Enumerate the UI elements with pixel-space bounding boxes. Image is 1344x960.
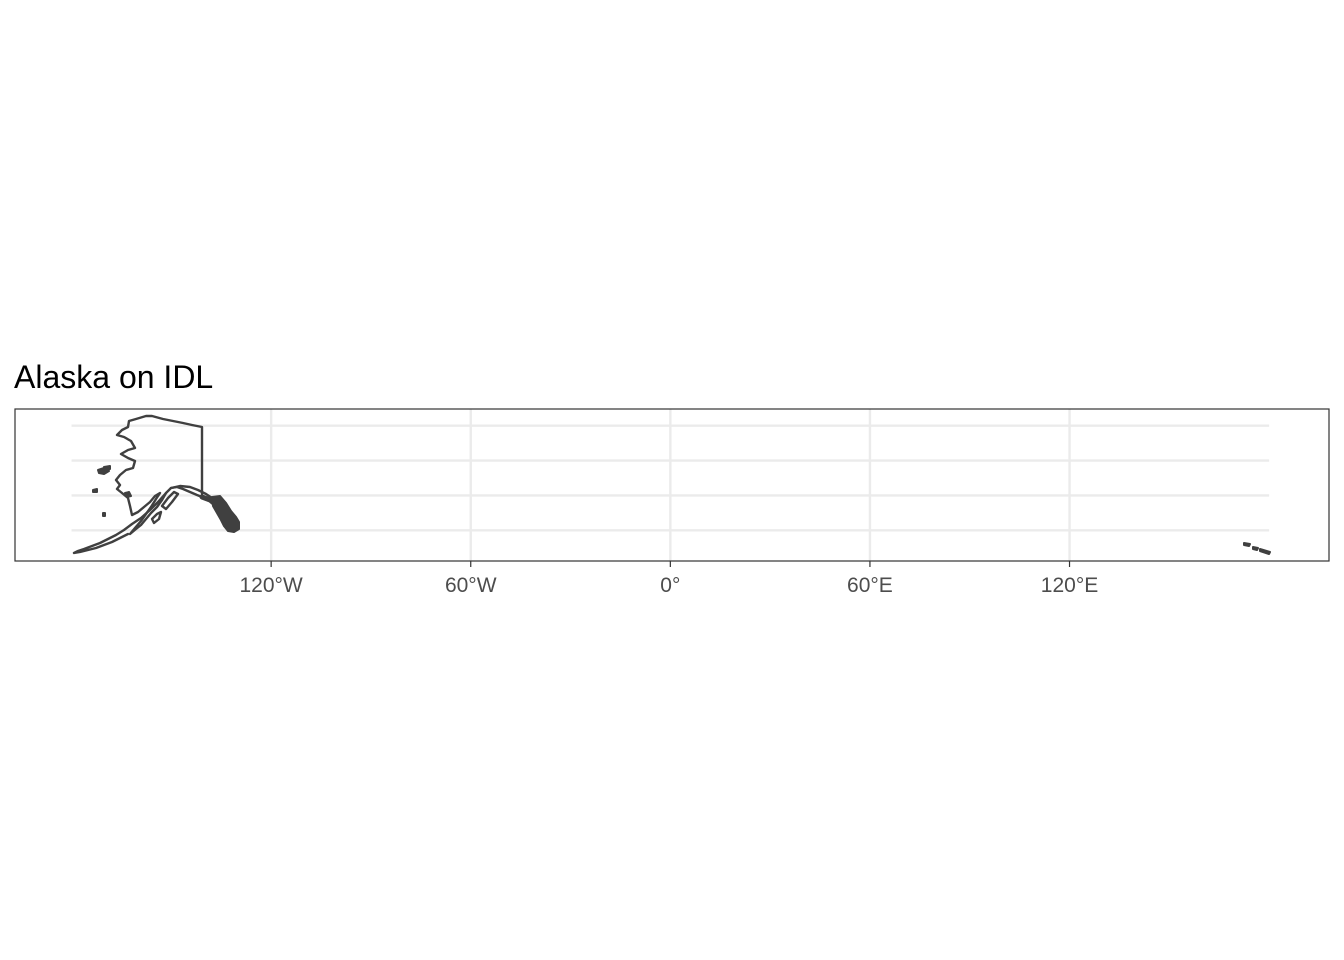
aleutian-islands-east-hemisphere (1243, 542, 1271, 555)
kodiak-island-path (150, 510, 163, 525)
x-tick-label: 120°W (240, 574, 303, 597)
aleutian-island-3 (1259, 548, 1271, 555)
x-axis: 120°W 60°W 0° 60°E 120°E (240, 561, 1098, 597)
x-tick-label: 0° (660, 574, 680, 597)
pribilof-island (92, 488, 98, 493)
x-tick-label: 60°W (445, 574, 497, 597)
x-tick-label: 60°E (847, 574, 893, 597)
kenai-coast-path (160, 490, 180, 511)
aleutian-island-2 (1252, 546, 1259, 551)
alaska-peninsula-path (72, 491, 168, 555)
panhandle-islands (211, 495, 240, 533)
panel-border (14, 408, 1330, 562)
aleutian-island-1 (1243, 542, 1251, 547)
st-lawrence-island (103, 465, 111, 471)
small-island-w (124, 491, 132, 498)
alaska-outline (72, 414, 240, 555)
x-tick-label: 120°E (1041, 574, 1098, 597)
alaska-mainland-path (114, 414, 204, 536)
land-features (72, 414, 1271, 555)
small-island-sw (102, 512, 106, 517)
grid-lines (71, 409, 1270, 561)
chart-title: Alaska on IDL (14, 359, 213, 395)
